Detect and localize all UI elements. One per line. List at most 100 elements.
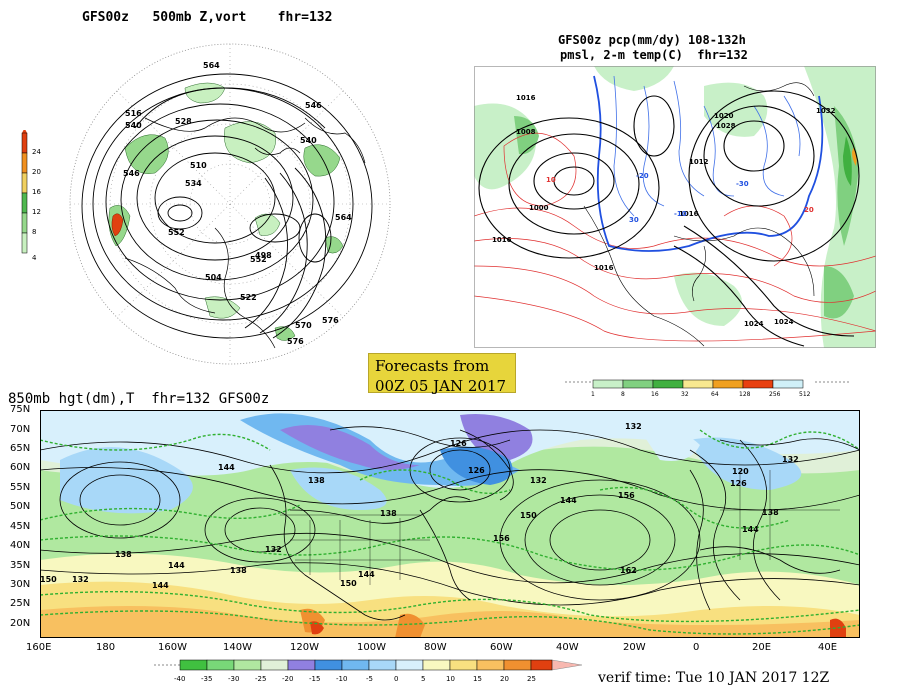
hgt-label: 132 — [265, 545, 282, 554]
temp-legend-tick: -40 — [174, 675, 185, 683]
contour-label: 552 — [168, 228, 185, 237]
hgt-label: 126 — [450, 439, 467, 448]
isobar-label: 1024 — [774, 318, 794, 326]
hgt-label: 150 — [340, 579, 357, 588]
vort-legend — [21, 130, 28, 254]
contour-label: 510 — [190, 161, 207, 170]
temp-legend-tick: -30 — [228, 675, 239, 683]
hgt-label: 156 — [618, 491, 635, 500]
hgt-label: 156 — [493, 534, 510, 543]
title-pcp-line2: pmsl, 2-m temp(C) fhr=132 — [560, 48, 748, 62]
title-500mb: GFS00z 500mb Z,vort fhr=132 — [82, 10, 333, 25]
isotherm-label: -20 — [636, 172, 649, 180]
temp-legend-tick: -20 — [282, 675, 293, 683]
lon-label: 80W — [424, 642, 447, 653]
hgt-label: 144 — [168, 561, 185, 570]
vort-legend-tick: 20 — [32, 168, 41, 176]
isotherm-label: 20 — [804, 206, 814, 214]
isobar-label: 1012 — [689, 158, 709, 166]
hgt-label: 126 — [468, 466, 485, 475]
lon-label: 0 — [693, 642, 700, 653]
lat-label: 25N — [10, 598, 31, 609]
contour-label: 564 — [203, 61, 220, 70]
temp-legend-tick: -25 — [255, 675, 266, 683]
contour-label: 498 — [255, 251, 272, 260]
hgt-label: 132 — [625, 422, 642, 431]
hgt-label: 132 — [72, 575, 89, 584]
contour-label: 522 — [240, 293, 257, 302]
contour-label: 540 — [125, 121, 142, 130]
temp-legend-tick: 10 — [446, 675, 455, 683]
temp-legend-tick: 5 — [421, 675, 425, 683]
vort-legend-tick: 4 — [32, 254, 37, 262]
pcp-legend-tick: 8 — [621, 391, 625, 398]
pcp-legend: 1 8 16 32 64 128 256 512 — [565, 379, 851, 398]
lon-label: 60W — [490, 642, 513, 653]
lat-label: 55N — [10, 482, 31, 493]
temp-legend-tick: 25 — [527, 675, 536, 683]
contour-label: 546 — [123, 169, 140, 178]
lat-label: 45N — [10, 521, 31, 532]
hgt-label: 150 — [520, 511, 537, 520]
lon-label: 20E — [752, 642, 772, 653]
hgt-label: 138 — [762, 508, 779, 517]
map-850mb: 144 132 138 138 144 126 126 132 132 144 … — [40, 410, 860, 638]
banner-line2: 00Z 05 JAN 2017 — [375, 377, 507, 395]
lat-label: 40N — [10, 540, 31, 551]
vort-legend-tick: 24 — [32, 148, 41, 156]
lon-label: 120W — [290, 642, 319, 653]
lat-label: 75N — [10, 404, 31, 415]
temp-legend: -40 -35 -30 -25 -20 -15 -10 -5 0 5 10 15… — [154, 659, 583, 683]
isobar-label: 1032 — [816, 107, 836, 115]
hgt-label: 150 — [40, 575, 57, 584]
pcp-map: 1016 1008 1000 1016 1020 1012 1016 1032 … — [474, 66, 876, 348]
forecast-banner: Forecasts from 00Z 05 JAN 2017 — [368, 353, 516, 395]
contour-label: 552 — [250, 255, 267, 264]
hgt-label: 144 — [742, 525, 759, 534]
vort-legend-tick: 12 — [32, 208, 41, 216]
isobar-label: 1016 — [594, 264, 614, 272]
pcp-legend-tick: 1 — [591, 391, 595, 398]
pcp-legend-tick: 64 — [711, 391, 719, 398]
lat-label: 50N — [10, 501, 31, 512]
temp-legend-tick: -35 — [201, 675, 212, 683]
temp-legend-tick: 0 — [394, 675, 398, 683]
lon-label: 20W — [623, 642, 646, 653]
hgt-label: 144 — [560, 496, 577, 505]
vort-legend-tick: 8 — [32, 228, 37, 236]
lon-label: 180 — [96, 642, 116, 653]
contour-label: 528 — [175, 117, 192, 126]
hgt-label: 138 — [230, 566, 247, 575]
pcp-legend-tick: 128 — [739, 391, 751, 398]
isobar-label: 1008 — [516, 128, 536, 136]
hgt-label: 144 — [218, 463, 235, 472]
temp-legend-tick: -5 — [366, 675, 373, 683]
pcp-legend-tick: 256 — [769, 391, 781, 398]
isobar-label: 1000 — [529, 204, 549, 212]
pcp-legend-tick: 32 — [681, 391, 689, 398]
isobar-label: 1024 — [744, 320, 764, 328]
isotherm-label: 10 — [546, 176, 556, 184]
temp-legend-tick: -10 — [336, 675, 347, 683]
lat-label: 70N — [10, 424, 31, 435]
temp-legend-tick: 20 — [500, 675, 509, 683]
lon-label: 40W — [556, 642, 579, 653]
pcp-legend-tick: 16 — [651, 391, 659, 398]
isobar-label: 1016 — [516, 94, 536, 102]
lon-label: 40E — [818, 642, 838, 653]
isotherm-label: 30 — [629, 216, 639, 224]
contour-label: 576 — [322, 316, 339, 325]
isotherm-label: -10 — [674, 210, 687, 218]
lon-label: 100W — [357, 642, 386, 653]
lon-label: 140W — [223, 642, 252, 653]
hgt-label: 126 — [730, 479, 747, 488]
isotherm-label: -30 — [736, 180, 749, 188]
hgt-label: 132 — [782, 455, 799, 464]
contour-label: 516 — [125, 109, 142, 118]
contour-label: 534 — [185, 179, 202, 188]
temp-legend-tick: -15 — [309, 675, 320, 683]
isobar-label: 1016 — [492, 236, 512, 244]
title-pcp-line1: GFS00z pcp(mm/dy) 108-132h — [558, 33, 746, 47]
hgt-label: 144 — [152, 581, 169, 590]
contour-label: 576 — [287, 337, 304, 346]
